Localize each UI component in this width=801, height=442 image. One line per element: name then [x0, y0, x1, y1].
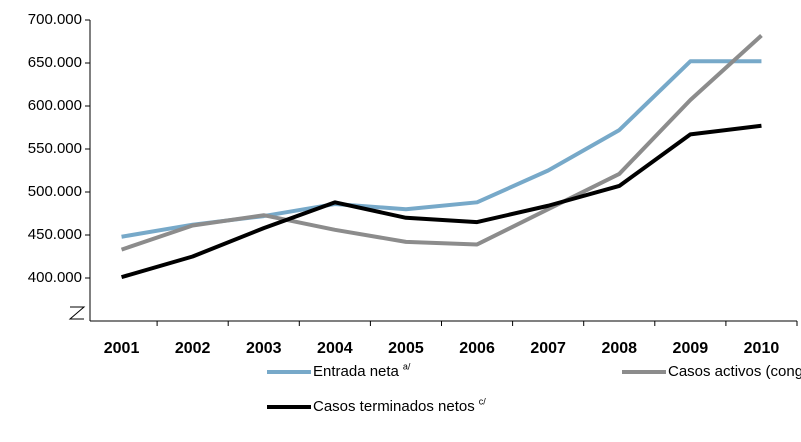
- y-tick-label: 650.000: [28, 54, 82, 71]
- legend-footnote: a/: [403, 361, 411, 371]
- x-tick-label: 2010: [744, 340, 780, 357]
- y-tick-label: 400.000: [28, 269, 82, 286]
- x-tick-label: 2009: [673, 340, 709, 357]
- series-line: [121, 59, 762, 239]
- legend-label: Entrada neta: [313, 363, 400, 380]
- x-tick-label: 2006: [459, 340, 495, 357]
- y-tick-label: 600.000: [28, 97, 82, 114]
- x-tick-label: 2005: [388, 340, 424, 357]
- axis-break: [68, 306, 86, 320]
- x-tick-label: 2008: [601, 340, 637, 357]
- y-tick-label: 450.000: [28, 226, 82, 243]
- x-tick-label: 2004: [317, 340, 353, 357]
- y-tick-label: 500.000: [28, 183, 82, 200]
- series-line: [120, 123, 762, 280]
- x-tick-label: 2003: [246, 340, 282, 357]
- x-tick-label: 2001: [104, 340, 140, 357]
- y-tick-label: 700.000: [28, 11, 82, 28]
- x-tick-label: 2002: [175, 340, 211, 357]
- legend-label: Casos activos (congestión): [668, 363, 801, 380]
- legend-label: Casos terminados netos: [313, 398, 475, 415]
- y-tick-label: 550.000: [28, 140, 82, 157]
- series-line: [120, 33, 763, 252]
- legend-footnote: c/: [479, 396, 487, 406]
- x-tick-label: 2007: [530, 340, 566, 357]
